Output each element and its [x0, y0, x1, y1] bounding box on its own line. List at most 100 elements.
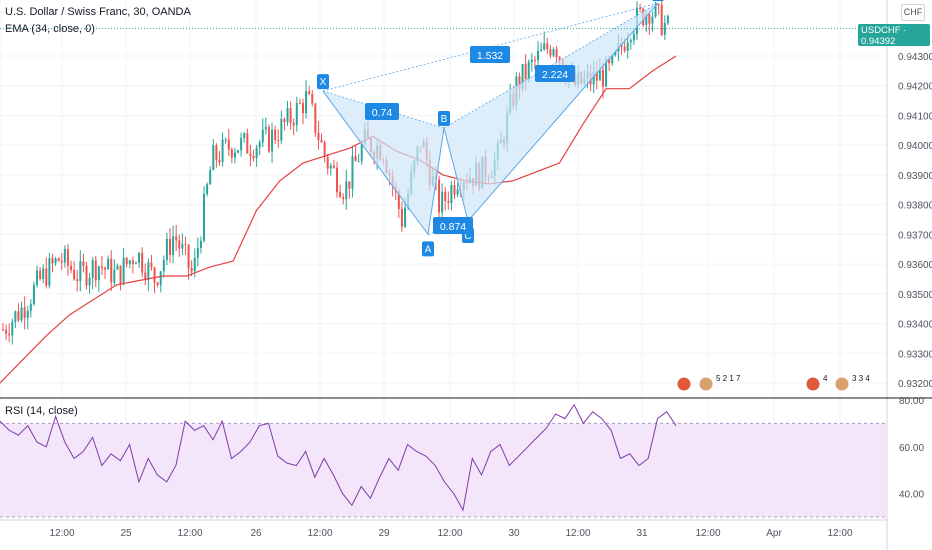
candle-body: [267, 126, 270, 152]
price-tick-label: 0.93500: [898, 290, 932, 301]
candle-body: [14, 311, 17, 322]
candle-body: [447, 201, 450, 203]
candle-body: [76, 279, 79, 282]
candle-body: [663, 23, 666, 35]
candle-body: [70, 265, 73, 270]
candle-body: [150, 262, 153, 268]
candle-body: [314, 103, 317, 133]
pattern-ratio-badge[interactable]: [535, 65, 575, 82]
pattern-point-badge[interactable]: [422, 241, 434, 257]
candle-body: [42, 268, 45, 279]
event-icon-us-2[interactable]: [834, 376, 850, 392]
candle-body: [212, 145, 215, 171]
candle-body: [332, 165, 335, 168]
candle-body: [215, 145, 218, 160]
candle-body: [17, 311, 20, 321]
candle-body: [97, 266, 100, 281]
candle-body: [230, 149, 233, 158]
candle-body: [218, 159, 221, 163]
ema-line[interactable]: [0, 55, 677, 384]
candle-body: [289, 108, 292, 123]
candle-body: [605, 58, 608, 87]
candle-body: [540, 49, 543, 52]
candle-body: [537, 51, 540, 61]
candle-body: [666, 16, 669, 24]
candle-body: [354, 156, 357, 162]
rsi-tick-label: 60.00: [899, 443, 924, 454]
rsi-tick-label: 80.00: [899, 396, 924, 407]
candle-body: [104, 267, 107, 270]
rsi-line[interactable]: [0, 403, 677, 512]
candle-body: [159, 271, 162, 286]
candle-body: [224, 139, 227, 141]
rsi-legend[interactable]: RSI (14, close): [5, 405, 78, 417]
pattern-point-x: X: [320, 77, 327, 88]
candle-body: [107, 258, 110, 270]
candle-body: [629, 40, 632, 43]
candle-body: [277, 140, 280, 142]
pattern-point-badge[interactable]: [317, 74, 329, 90]
pattern-triangle-xab: [323, 91, 444, 235]
candle-body: [261, 129, 264, 143]
pattern-triangle-bcd: [444, 3, 658, 221]
pattern-ratio-badge[interactable]: [365, 103, 399, 120]
candle-body: [153, 267, 156, 283]
candle-body: [317, 132, 320, 140]
candle-body: [113, 269, 116, 283]
event-icon-ch-2[interactable]: [805, 376, 821, 392]
candle-body: [645, 13, 648, 26]
candle-body: [79, 261, 82, 282]
candle-body: [162, 260, 165, 272]
candle-body: [73, 269, 76, 280]
candle-body: [438, 179, 441, 213]
pattern-ratio-line: [443, 2, 659, 129]
pattern-point-badge[interactable]: [652, 0, 664, 2]
candle-body: [286, 108, 289, 123]
candle-body: [400, 208, 403, 227]
candle-body: [249, 153, 252, 157]
rsi-band: [0, 423, 887, 517]
currency-button[interactable]: CHF: [901, 4, 925, 21]
candle-body: [156, 282, 159, 286]
price-tick-label: 0.93800: [898, 201, 932, 212]
event-icon-us-1[interactable]: [698, 376, 714, 392]
pattern-ratio-badge[interactable]: [433, 217, 473, 234]
candle-body: [181, 244, 184, 249]
candle-body: [221, 139, 224, 163]
candle-body: [144, 272, 147, 280]
candle-body: [345, 181, 348, 200]
candle-body: [524, 64, 527, 80]
candle-body: [280, 118, 283, 141]
candle-body: [57, 258, 60, 262]
time-tick-label: 12:00: [827, 528, 852, 539]
price-tick-label: 0.93600: [898, 260, 932, 271]
candle-body: [651, 16, 654, 24]
candle-body: [601, 69, 604, 87]
candle-body: [85, 265, 88, 286]
candle-body: [91, 260, 94, 278]
candle-body: [88, 277, 91, 286]
candle-body: [82, 261, 85, 266]
candle-body: [348, 181, 351, 189]
candle-body: [110, 258, 113, 283]
candle-body: [611, 55, 614, 64]
pattern-ratio-badge[interactable]: [470, 46, 510, 63]
candle-body: [592, 71, 595, 85]
event-icon-ch[interactable]: [676, 376, 692, 392]
ema-legend[interactable]: EMA (34, close, 0): [5, 23, 95, 35]
time-tick-label: 12:00: [695, 528, 720, 539]
candle-body: [549, 49, 552, 56]
candle-body: [246, 133, 249, 154]
price-tick-label: 0.94100: [898, 111, 932, 122]
candle-body: [20, 307, 23, 321]
candle-body: [323, 142, 326, 157]
pattern-point-badge[interactable]: [438, 110, 450, 126]
price-tick-label: 0.94000: [898, 141, 932, 152]
candle-body: [444, 191, 447, 202]
pattern-legs[interactable]: [322, 2, 659, 236]
time-tick-label: 12:00: [177, 528, 202, 539]
candle-body: [60, 261, 63, 263]
price-tick-label: 0.93700: [898, 230, 932, 241]
pattern-ratio-label: 1.532: [477, 50, 503, 62]
